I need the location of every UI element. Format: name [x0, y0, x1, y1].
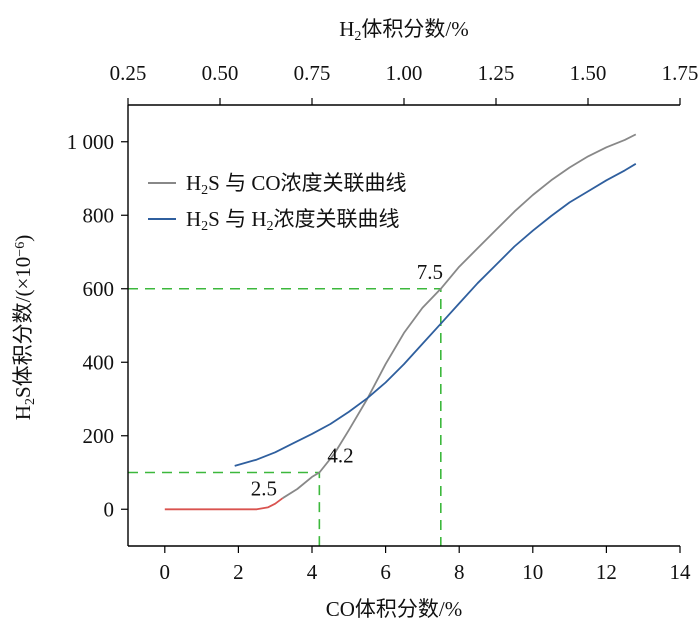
script-part: 2 — [23, 398, 38, 405]
y-tick-label: 600 — [83, 277, 115, 301]
script-part: 2 — [267, 219, 274, 234]
guide-lines — [128, 287, 442, 546]
x-bottom-tick-label: 8 — [454, 560, 465, 584]
x-bottom-tick-label: 0 — [160, 560, 171, 584]
x-bottom-tick-label: 12 — [596, 560, 617, 584]
script-part: 2 — [201, 219, 208, 234]
series-lines — [164, 133, 637, 511]
x-top-tick-label: 1.25 — [478, 61, 515, 85]
annotations: 2.5 4.2 7.5 — [251, 260, 443, 501]
axes: 0 2 4 6 8 10 12 14 CO体积分数/% 0.25 0.50 0.75 1.00 1.25 1… — [11, 17, 698, 621]
text-part: 浓度关联曲线 — [274, 207, 400, 231]
annotation-label: 7.5 — [417, 260, 443, 284]
x-top-tick-label: 1.75 — [662, 61, 699, 85]
y-tick-label: 800 — [83, 203, 115, 227]
x-top-tick-label: 0.50 — [202, 61, 239, 85]
script-part: −6 — [13, 242, 28, 257]
x-top-tick-label: 0.25 — [110, 61, 147, 85]
x-bottom-tick-label: 6 — [380, 560, 391, 584]
text-part: 体积分数/% — [361, 17, 468, 41]
legend-entry: H2S 与 H2浓度关联曲线 — [186, 207, 400, 234]
y-tick-label: 0 — [104, 497, 115, 521]
guide-line — [128, 287, 442, 546]
annotation-label: 4.2 — [327, 444, 353, 468]
x-bottom-tick-label: 4 — [307, 560, 318, 584]
x-bottom-tick-label: 2 — [233, 560, 244, 584]
text-part: S体积分数/(×10 — [11, 257, 35, 398]
text-part: S 与 H — [208, 207, 266, 231]
y-tick-label: 400 — [83, 350, 115, 374]
text-part: H — [186, 207, 201, 231]
x-top-axis-title: H2体积分数/% — [339, 17, 469, 44]
annotation-label: 2.5 — [251, 476, 277, 500]
text-part: H — [339, 17, 354, 41]
series-line-co — [282, 133, 637, 499]
script-part: 2 — [201, 183, 208, 198]
text-part: H — [11, 405, 35, 420]
x-bottom-tick-label: 14 — [670, 560, 692, 584]
x-top-tick-label: 1.50 — [570, 61, 607, 85]
text-part: ) — [11, 235, 35, 242]
text-part: S 与 CO浓度关联曲线 — [208, 171, 406, 195]
script-part: 2 — [354, 29, 361, 44]
x-bottom-tick-label: 10 — [522, 560, 543, 584]
y-axis-title: H2S体积分数/(×10−6) — [11, 235, 38, 420]
x-top-tick-label: 1.00 — [386, 61, 423, 85]
legend-entry: H2S 与 CO浓度关联曲线 — [186, 171, 407, 198]
series-line-h2 — [234, 163, 637, 467]
text-part: H — [186, 171, 201, 195]
y-tick-label: 200 — [83, 424, 115, 448]
series-line-low — [164, 497, 284, 511]
y-tick-label: 1 000 — [67, 130, 114, 154]
x-bottom-axis-title: CO体积分数/% — [326, 597, 463, 621]
x-top-tick-label: 0.75 — [294, 61, 331, 85]
